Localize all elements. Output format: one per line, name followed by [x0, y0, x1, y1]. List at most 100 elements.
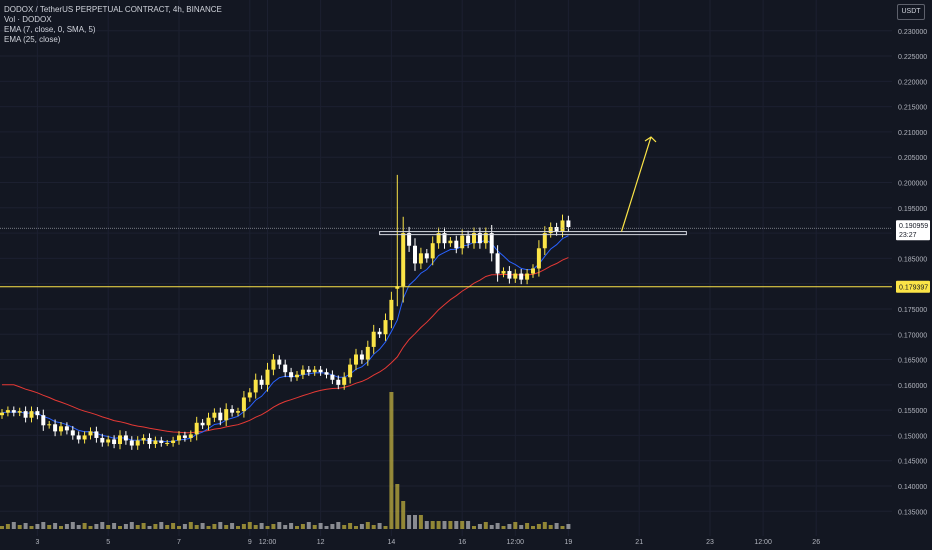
candle-body	[401, 233, 406, 287]
volume-bar	[483, 522, 488, 529]
level-price-value: 0.179397	[899, 285, 928, 292]
candle-body	[200, 422, 205, 426]
time-tick-label: 5	[106, 539, 110, 546]
volume-bar	[513, 522, 518, 529]
candle-body	[135, 440, 140, 446]
time-axis[interactable]: 3 5 7 9 12:00 12 14 16 12:00 19 21 23 12:00 26	[35, 539, 820, 546]
ema-slow-line	[2, 257, 569, 434]
volume-bar	[531, 526, 535, 529]
price-tick-label: 0.145000	[898, 459, 927, 466]
ema-fast-label[interactable]: EMA (7, close, 0, SMA, 5)	[4, 25, 96, 34]
volume-bar	[377, 523, 382, 529]
volume-bar	[519, 525, 524, 529]
volume-bar	[230, 523, 235, 529]
candle-body	[247, 392, 252, 398]
volume-bar	[94, 524, 99, 529]
volume-bar	[389, 392, 394, 529]
volume-bar	[277, 522, 282, 529]
volume-bar	[472, 526, 476, 529]
candle-body	[230, 409, 235, 413]
volume-bar	[212, 524, 217, 529]
candle-body	[324, 372, 329, 375]
candle-body	[300, 369, 305, 375]
candle-body	[383, 320, 388, 335]
candle-body	[454, 240, 459, 249]
time-tick-label: 3	[35, 539, 39, 546]
candle-body	[548, 227, 553, 234]
candle-body	[531, 268, 535, 274]
candle-body	[118, 435, 122, 445]
symbol-title[interactable]: DODOX / TetherUS PERPETUAL CONTRACT, 4h,…	[4, 5, 222, 14]
candle-body	[94, 431, 99, 438]
volume-bar	[300, 524, 305, 529]
volume-bar	[548, 525, 553, 529]
candle-body	[424, 253, 429, 259]
candle-body	[277, 359, 282, 365]
volume-bar	[383, 526, 388, 529]
volume-bar	[342, 525, 347, 529]
volume-bar	[53, 523, 58, 529]
volume-indicator-label[interactable]: Vol · DODOX	[4, 15, 52, 24]
chart-legend: DODOX / TetherUS PERPETUAL CONTRACT, 4h,…	[4, 5, 222, 45]
volume-bar	[395, 484, 400, 529]
candle-body	[88, 431, 93, 436]
price-tick-label: 0.205000	[898, 155, 927, 162]
candle-body	[82, 435, 87, 440]
volume-bar	[47, 525, 52, 529]
volume-bar	[312, 525, 317, 529]
candle-body	[76, 435, 81, 440]
candle-body	[371, 331, 376, 347]
candle-body	[165, 443, 170, 445]
volume-bar	[566, 524, 571, 529]
candle-body	[241, 397, 246, 412]
price-axis[interactable]: 0.135000 0.140000 0.145000 0.150000 0.155000…	[898, 29, 927, 517]
time-tick-label: 16	[458, 539, 466, 546]
volume-bar	[64, 524, 69, 529]
candle-body	[29, 411, 34, 418]
volume-bar	[477, 524, 482, 529]
candle-body	[41, 415, 46, 426]
volume-bar	[430, 521, 435, 529]
currency-button[interactable]: USDT	[897, 4, 925, 20]
volume-bar	[407, 515, 412, 529]
volume-bar	[182, 524, 187, 529]
price-tick-label: 0.210000	[898, 130, 927, 137]
candle-body	[171, 440, 176, 444]
volume-bar	[365, 522, 370, 529]
candle-body	[542, 233, 547, 249]
ema-slow-label[interactable]: EMA (25, close)	[4, 35, 61, 44]
candle-body	[53, 424, 58, 432]
candle-body	[212, 412, 217, 418]
volume-bar	[507, 524, 512, 529]
candle-body	[377, 331, 382, 335]
candle-body	[17, 411, 22, 413]
volume-bar	[489, 525, 494, 529]
candle-body	[359, 354, 364, 360]
price-tick-label: 0.220000	[898, 79, 927, 86]
candle-body	[295, 374, 299, 378]
volume-bar	[0, 526, 4, 529]
chart-grid	[0, 0, 892, 536]
candle-body	[519, 273, 524, 280]
volume-bar	[236, 526, 240, 529]
volume-bar	[436, 521, 441, 529]
ema-lines	[1, 235, 569, 443]
volume-bar	[194, 525, 199, 529]
candle-body	[253, 379, 258, 393]
candle-body	[159, 440, 164, 444]
volume-bar	[554, 523, 559, 529]
price-tick-label: 0.200000	[898, 181, 927, 188]
candle-body	[129, 440, 134, 446]
candle-body	[70, 430, 75, 436]
volume-bar	[525, 523, 530, 529]
price-tick-label: 0.160000	[898, 383, 927, 390]
volume-bar	[259, 523, 264, 529]
candle-body	[336, 379, 341, 385]
candle-body	[236, 411, 240, 413]
volume-bar	[401, 501, 406, 529]
volume-bar	[354, 526, 358, 529]
candle-body	[318, 369, 323, 373]
volume-bar	[88, 526, 93, 529]
candle-body	[395, 286, 400, 289]
